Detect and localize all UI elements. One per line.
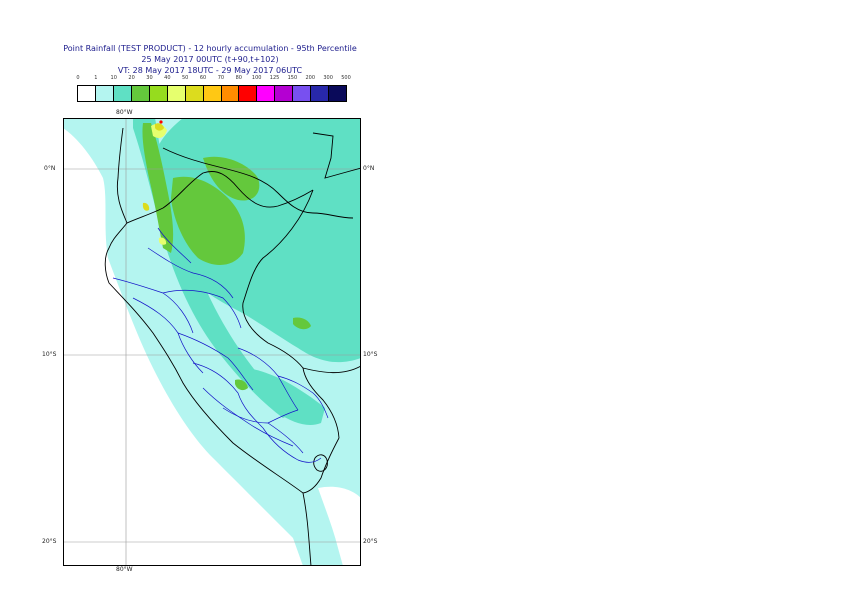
dry-area-ocean bbox=[63, 128, 303, 566]
legend-swatch bbox=[131, 86, 150, 101]
legend-tick-label: 80 bbox=[235, 75, 242, 81]
lake-titicaca bbox=[313, 454, 328, 472]
legend-swatch bbox=[329, 86, 347, 101]
valid-time-label: VT: 28 May 2017 18UTC - 29 May 2017 06UT… bbox=[117, 66, 303, 75]
ocean-rain-streak bbox=[123, 264, 163, 333]
heavy-rain-east bbox=[203, 156, 260, 201]
legend-swatch bbox=[149, 86, 168, 101]
bottom-longitude-label: 80°W bbox=[116, 566, 133, 573]
legend-tick-label: 70 bbox=[217, 75, 225, 81]
lat-0-left-label: 0°N bbox=[44, 165, 56, 172]
legend-swatch bbox=[167, 86, 186, 101]
very-heavy-rain-spot bbox=[158, 237, 167, 245]
ocean-rain-streak bbox=[163, 364, 228, 443]
legend-tick-label: 200 bbox=[305, 75, 316, 81]
legend-swatch bbox=[257, 86, 276, 101]
legend-swatch bbox=[113, 86, 132, 101]
lat-0-right-label: 0°N bbox=[363, 165, 375, 172]
top-longitude-label: 80°W bbox=[116, 109, 133, 116]
brazil-peru-border bbox=[242, 189, 340, 439]
legend-tick-label: 1 bbox=[94, 75, 98, 81]
legend-swatch bbox=[293, 86, 312, 101]
colombia-border bbox=[162, 147, 354, 219]
rainfall-map bbox=[63, 118, 361, 566]
legend-tick-label: 30 bbox=[146, 75, 153, 81]
lat-20-left-label: 20°S bbox=[42, 538, 57, 545]
ecuador-peru-border bbox=[126, 171, 314, 224]
legend-swatch bbox=[185, 86, 204, 101]
legend-tick-label: 60 bbox=[199, 75, 207, 81]
legend-swatch bbox=[239, 86, 258, 101]
map-title: Point Rainfall (TEST PRODUCT) - 12 hourl… bbox=[63, 44, 357, 53]
moderate-rain-field bbox=[151, 118, 361, 363]
northeast-border bbox=[312, 132, 361, 179]
heavy-rain-patch bbox=[293, 317, 311, 330]
legend-swatch bbox=[203, 86, 222, 101]
peak-rain-point bbox=[159, 120, 163, 124]
legend-tick-label: 0 bbox=[76, 75, 80, 81]
heavy-rain-north bbox=[142, 123, 174, 253]
very-heavy-rain-spot bbox=[142, 202, 150, 211]
legend-swatch bbox=[95, 86, 114, 101]
lat-10-left-label: 10°S bbox=[42, 351, 57, 358]
legend-tick-label: 500 bbox=[341, 75, 351, 81]
coastline bbox=[104, 127, 312, 566]
map-frame bbox=[63, 118, 361, 566]
legend-tick-label: 300 bbox=[323, 75, 333, 81]
heavy-rain-patch bbox=[235, 379, 248, 391]
legend-tick-label: 40 bbox=[164, 75, 171, 81]
legend-tick-label: 125 bbox=[269, 75, 280, 81]
very-heavy-rain-north bbox=[155, 123, 164, 131]
bolivia-border bbox=[302, 437, 340, 494]
legend-tick-label: 100 bbox=[251, 75, 262, 81]
lat-10-right-label: 10°S bbox=[363, 351, 378, 358]
legend-tick-label: 150 bbox=[287, 75, 298, 81]
legend-swatch bbox=[78, 86, 96, 101]
dry-area-south-land bbox=[318, 486, 361, 566]
heavy-rain-central bbox=[171, 176, 245, 265]
color-legend: 0 1 10 20 30 40 50 60 70 80 100 125 150 200 300 500 bbox=[76, 75, 351, 102]
moderate-rain-south bbox=[233, 367, 325, 425]
lat-20-right-label: 20°S bbox=[363, 538, 378, 545]
eastern-border bbox=[302, 365, 361, 374]
legend-swatch bbox=[311, 86, 330, 101]
legend-labels: 0 1 10 20 30 40 50 60 70 80 100 125 150 200 300 500 bbox=[76, 75, 350, 84]
legend-tick-label: 10 bbox=[110, 75, 117, 81]
run-time-label: 25 May 2017 00UTC (t+90,t+102) bbox=[141, 55, 279, 64]
legend-tick-label: 20 bbox=[128, 75, 135, 81]
legend-swatch bbox=[275, 86, 294, 101]
legend-tick-label: 50 bbox=[182, 75, 189, 81]
legend-colorbar bbox=[77, 85, 347, 102]
legend-swatch bbox=[221, 86, 240, 101]
regional-boundaries bbox=[112, 227, 329, 463]
